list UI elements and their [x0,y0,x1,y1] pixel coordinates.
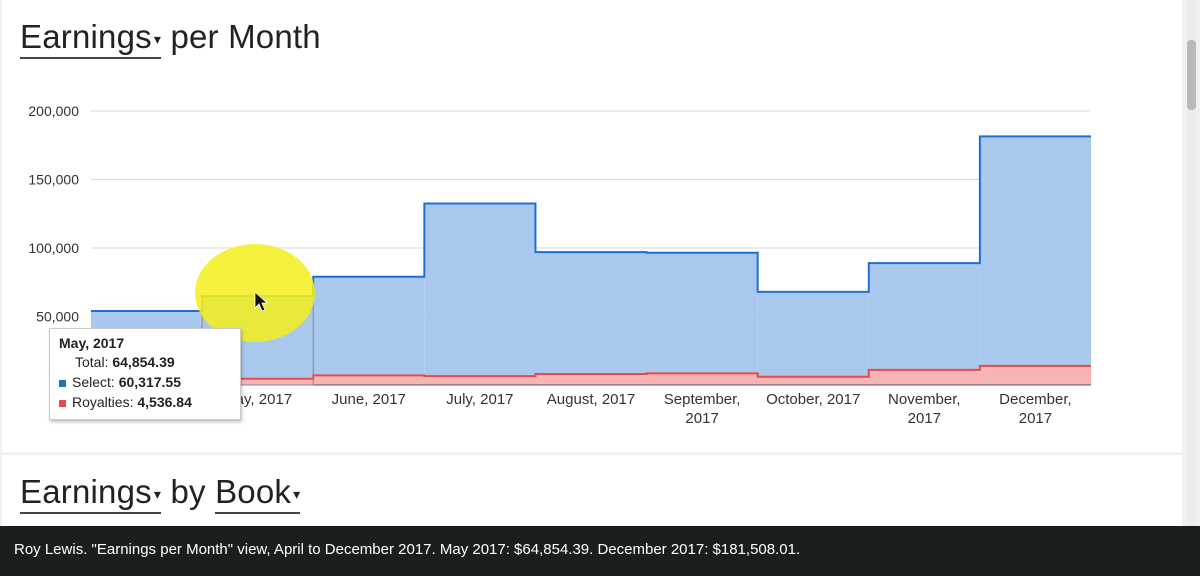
metric-dropdown-2-label: Earnings [20,473,152,510]
select-bar-5 [535,252,647,385]
tooltip-royalties-value: 4,536.84 [137,394,192,410]
caret-down-icon: ▾ [293,485,301,502]
page-title: Earnings ▾ per Month [20,18,321,59]
group-dropdown-label: Book [215,473,292,510]
select-bar-3 [313,276,425,385]
y-tick-label: 200,000 [28,103,79,119]
x-tick-label: November, [888,391,961,408]
metric-dropdown-2[interactable]: Earnings ▾ [20,473,162,514]
metric-dropdown-label: Earnings [20,18,152,55]
select-bar-7 [757,291,869,385]
royalties-line [91,364,1091,381]
mouse-pointer-icon [254,291,269,312]
tooltip-royalties: Royalties: 4,536.84 [59,394,192,410]
x-tick-label: 2017 [908,410,941,427]
caption-text: Roy Lewis. "Earnings per Month" view, Ap… [14,541,801,558]
royalties-bar-2 [202,378,314,385]
title-suffix: per Month [170,18,321,55]
x-tick-label: October, 2017 [766,391,860,408]
metric-dropdown[interactable]: Earnings ▾ [20,18,162,59]
video-caption: Roy Lewis. "Earnings per Month" view, Ap… [0,526,1200,576]
scrollbar-thumb[interactable] [1187,40,1196,110]
tooltip-select-label: Select: [72,374,115,390]
earnings-by-book-card [2,455,1182,530]
tooltip-select: Select: 60,317.55 [59,374,181,390]
royalties-bar-5 [535,374,647,385]
royalties-bar-6 [646,373,758,385]
tooltip-total: Total: 64,854.39 [75,354,175,370]
tooltip-royalties-label: Royalties: [72,394,134,410]
select-bar-9 [979,136,1091,385]
scrollbar-track[interactable] [1187,0,1196,530]
x-tick-label: August, 2017 [547,391,635,408]
select-bar-6 [646,252,758,385]
y-tick-label: 150,000 [28,172,79,188]
royalties-swatch-icon [59,399,66,407]
royalties-bar-9 [979,365,1091,385]
caret-down-icon: ▾ [153,485,162,502]
royalties-bar-7 [757,376,869,385]
select-bar-4 [424,203,536,385]
tooltip-total-label: Total: [75,354,109,370]
tooltip-title: May, 2017 [59,335,125,351]
x-tick-label: June, 2017 [332,391,406,408]
y-tick-label: 100,000 [28,240,79,256]
group-dropdown[interactable]: Book ▾ [215,473,301,514]
royalties-bar-3 [313,375,425,385]
royalties-bar-4 [424,376,536,385]
y-tick-label: 50,000 [36,309,79,325]
royalties-bar-8 [868,369,980,385]
select-bar-8 [868,263,980,385]
x-tick-label: 2017 [1019,410,1052,427]
x-tick-label: September, [664,391,741,408]
tooltip-select-value: 60,317.55 [118,374,181,390]
section-title-earnings-by-book: Earnings ▾ by Book ▾ [20,473,301,514]
x-tick-label: December, [999,391,1072,408]
select-swatch-icon [59,379,66,387]
x-tick-label: July, 2017 [446,391,513,408]
caret-down-icon: ▾ [153,30,162,47]
chart-tooltip: May, 2017 Total: 64,854.39 Select: 60,31… [49,328,241,420]
by-label: by [170,473,206,510]
tooltip-total-value: 64,854.39 [112,354,175,370]
x-tick-label: 2017 [685,410,718,427]
